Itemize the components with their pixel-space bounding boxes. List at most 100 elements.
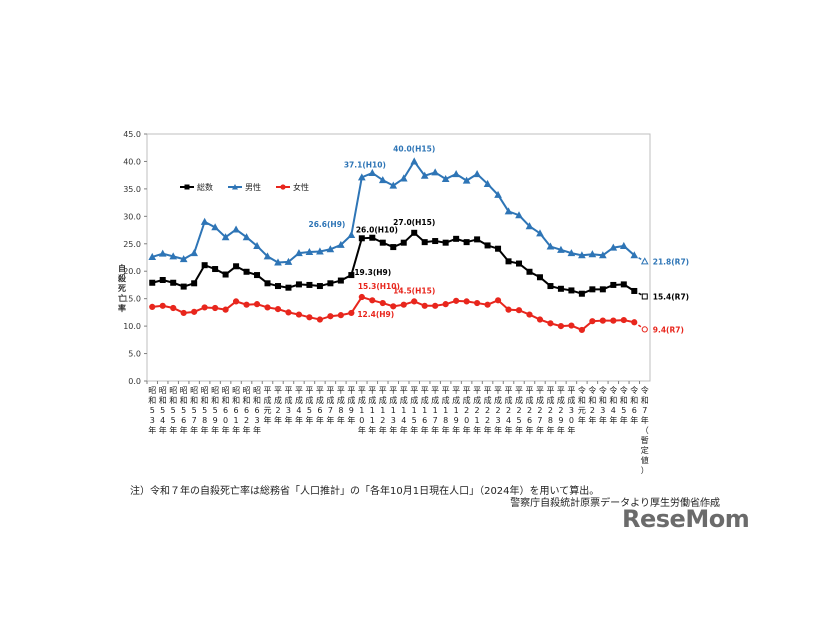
data-point-総数	[337, 277, 344, 284]
data-point-総数	[285, 284, 292, 291]
data-point-男性	[431, 168, 440, 176]
y-tick-label: 25.0	[123, 240, 141, 249]
x-tick-label: 令和 5 年	[620, 385, 628, 425]
data-point-女性	[421, 302, 428, 309]
data-point-総数	[505, 258, 512, 265]
data-point-女性	[547, 320, 554, 327]
x-tick-label: 平成 2 4 年	[505, 386, 513, 435]
data-point-女性	[379, 299, 386, 307]
data-point-女性	[442, 301, 449, 308]
x-tick-label: 令和 3 年	[599, 385, 607, 425]
data-point-男性	[630, 251, 639, 259]
data-point-女性	[453, 297, 460, 304]
legend-marker-総数	[184, 184, 190, 190]
x-tick-label: 平成 1 9 年	[452, 386, 460, 435]
data-point-男性	[305, 247, 314, 256]
resemom-logo-kana: リセマム	[696, 502, 721, 509]
data-point-女性	[191, 308, 198, 315]
data-point-男性	[347, 230, 356, 238]
data-point-男性	[462, 176, 471, 184]
data-point-総数	[421, 239, 428, 246]
data-point-女性	[180, 309, 187, 317]
data-label: 27.0(H15)	[393, 218, 435, 227]
data-point-総数	[432, 238, 439, 245]
data-point-女性	[295, 311, 303, 318]
legend-label-女性: 女性	[293, 182, 309, 192]
data-point-男性	[337, 240, 345, 248]
data-point-男性	[326, 245, 335, 253]
data-point-総数	[254, 272, 261, 279]
data-point-女性	[222, 306, 229, 313]
resemom-logo: ReseMom	[622, 505, 750, 533]
x-tick-label: 平成 2 0 年	[463, 386, 471, 435]
data-label: 26.6(H9)	[308, 220, 345, 229]
data-point-女性	[411, 298, 418, 305]
data-point-総数	[557, 285, 564, 292]
data-point-女性	[400, 301, 407, 308]
x-tick-label: 平成 2 年	[274, 386, 282, 425]
data-point-女性	[432, 302, 439, 309]
x-tick-label: 令和 7 年（暫定値）	[641, 385, 649, 475]
data-point-総数	[484, 242, 491, 249]
x-tick-label: 平成 3 0 年	[567, 386, 575, 435]
data-point-総数	[463, 239, 470, 246]
data-point-男性	[494, 190, 502, 198]
data-point-総数	[212, 266, 219, 273]
data-point-女性	[463, 298, 470, 305]
x-tick-label: 平成 2 6 年	[525, 386, 533, 435]
x-tick-label: 平成 5 年	[305, 386, 313, 425]
data-point-男性	[578, 251, 586, 259]
y-axis-label: 殺	[117, 273, 127, 283]
data-point-女性	[484, 301, 491, 308]
x-tick-label: 平成 2 1 年	[473, 386, 481, 435]
data-point-男性	[599, 251, 607, 259]
x-tick-label: 平成 2 3 年	[494, 386, 502, 435]
y-tick-label: 0.0	[128, 377, 141, 386]
data-point-男性	[525, 222, 534, 230]
x-tick-label: 平成 2 9 年	[557, 386, 565, 435]
data-point-総数	[274, 283, 281, 290]
data-point-総数	[306, 281, 313, 288]
data-point-総数	[516, 260, 523, 267]
data-point-総数	[390, 244, 397, 251]
y-axis-label: 自	[118, 263, 126, 273]
data-point-女性	[505, 306, 512, 313]
x-tick-label: 令和 6 年	[630, 385, 638, 425]
data-point-女性	[212, 304, 219, 312]
data-point-総数	[180, 283, 187, 290]
data-point-男性	[504, 207, 513, 215]
data-point-男性	[179, 255, 188, 263]
y-axis-label: 率	[118, 303, 126, 313]
data-point-女性	[358, 293, 365, 301]
data-point-男性	[420, 171, 429, 179]
data-point-総数	[201, 262, 208, 269]
line-chart: 0.0 5.0 10.0 15.0 20.0 25.0 30.0 35.0 40.0 45.0 自殺…	[117, 130, 689, 475]
x-tick-label: 平成 1 1 年	[368, 386, 376, 435]
data-point-女性	[306, 314, 313, 321]
data-point-女性	[473, 299, 481, 307]
data-point-女性	[232, 298, 240, 305]
data-label: 15.4(R7)	[653, 292, 689, 301]
data-point-総数	[599, 286, 606, 293]
x-tick-label: 昭和 5 9 年	[211, 386, 219, 435]
data-point-女性	[369, 297, 376, 304]
data-point-女性	[327, 313, 334, 320]
data-point-男性	[410, 157, 419, 165]
data-label: 14.5(H15)	[393, 286, 435, 295]
data-point-総数	[641, 293, 648, 300]
data-point-男性	[546, 242, 555, 250]
x-tick-label: 平成 1 7 年	[431, 386, 439, 435]
data-point-総数	[159, 277, 166, 284]
legend-marker-女性	[280, 184, 286, 190]
data-point-男性	[619, 241, 628, 249]
x-tick-label: 昭和 6 0 年	[222, 386, 230, 435]
data-point-男性	[190, 249, 198, 257]
data-point-男性	[640, 257, 649, 265]
data-point-男性	[242, 233, 251, 241]
x-tick-label: 平成 1 4 年	[400, 386, 408, 435]
data-point-総数	[327, 280, 334, 287]
data-point-総数	[149, 279, 156, 286]
x-tick-label: 令和元年	[578, 385, 586, 425]
data-point-総数	[578, 290, 585, 297]
data-point-女性	[589, 318, 596, 325]
